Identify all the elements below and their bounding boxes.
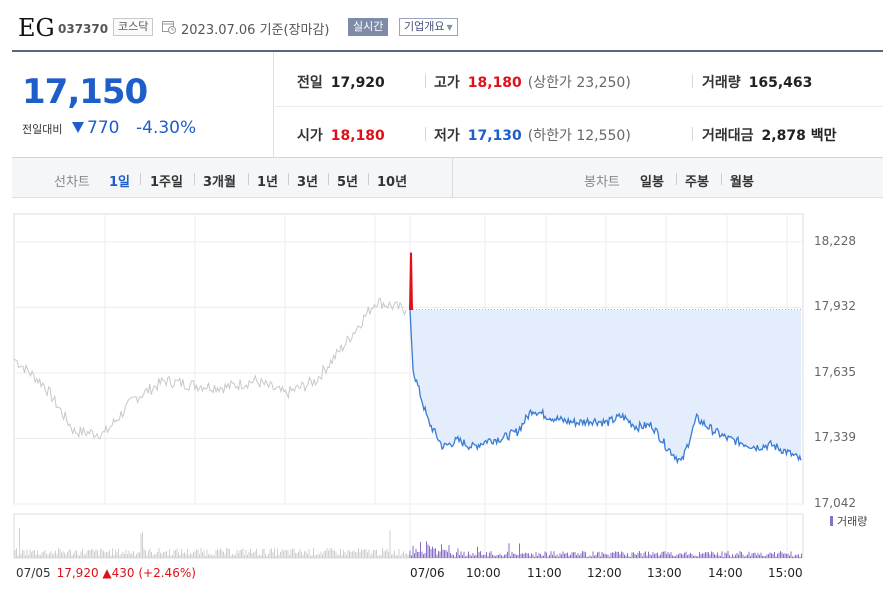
prev-close-cell: 전일 17,920 [297, 72, 385, 92]
lower-limit: (하한가 12,550) [527, 128, 631, 144]
volume-frame [13, 513, 804, 559]
stock-name: EG [18, 14, 55, 42]
divider [288, 173, 289, 185]
line-chart-label: 선차트 [54, 175, 90, 190]
divider [140, 173, 141, 185]
divider [721, 173, 722, 185]
period-monthly-candle-button[interactable]: 월봉 [730, 175, 754, 190]
realtime-button[interactable]: 실시간 [348, 18, 389, 36]
volume-legend-label: 거래량 [837, 515, 868, 528]
period-weekly-candle-button[interactable]: 주봉 [685, 175, 709, 190]
caret-down-icon: ▼ [446, 23, 453, 32]
x-tick-label: 12:00 [587, 566, 622, 580]
x-tick-label: 11:00 [527, 566, 562, 580]
open-value: 18,180 [330, 128, 385, 144]
low-cell: 저가 17,130 (하한가 12,550) [434, 125, 631, 145]
market-badge: 코스닥 [113, 18, 154, 36]
amount-label: 거래대금 [702, 128, 754, 144]
period-1d-button[interactable]: 1일 [109, 175, 131, 190]
volume-cell: 거래량 165,463 [702, 72, 812, 92]
volume-swatch [830, 516, 833, 526]
divider [425, 127, 426, 141]
chart-toolbar: 선차트 1일 1주일 3개월 1년 3년 5년 10년 봉차트 일봉 주봉 월봉 [12, 158, 883, 198]
current-price-panel: 17,150 전일대비 770 -4.30% [12, 52, 274, 157]
prev-close-label: 전일 [297, 75, 323, 91]
divider [676, 173, 677, 185]
change-percent: -4.30% [136, 118, 197, 138]
divider [425, 74, 426, 88]
x-tick-label: 14:00 [708, 566, 743, 580]
open-cell: 시가 18,180 [297, 125, 385, 145]
quote-date: 2023.07.06 기준(장마감) [181, 23, 330, 38]
prev-day-change: ▲430 (+2.46%) [102, 566, 196, 580]
amount-cell: 거래대금 2,878 백만 [702, 125, 836, 145]
today-fill-area [410, 310, 801, 463]
upper-limit: (상한가 23,250) [527, 75, 631, 91]
x-tick-label: 07/06 [410, 566, 445, 580]
prev-day-summary: 07/05 17,920 ▲430 (+2.46%) [16, 566, 196, 580]
period-3y-button[interactable]: 3년 [297, 175, 319, 190]
company-overview-label: 기업개요 [404, 20, 445, 33]
x-tick-label: 15:00 [768, 566, 803, 580]
period-10y-button[interactable]: 10년 [377, 175, 408, 190]
divider [368, 173, 369, 185]
prev-day-price-line [13, 297, 407, 440]
change-value: 770 [87, 118, 120, 138]
period-3m-button[interactable]: 3개월 [203, 175, 236, 190]
row-divider [275, 106, 883, 107]
period-5y-button[interactable]: 5년 [337, 175, 359, 190]
open-label: 시가 [297, 128, 323, 144]
change-label: 전일대비 [22, 123, 63, 136]
high-cell: 고가 18,180 (상한가 23,250) [434, 72, 631, 92]
divider [194, 173, 195, 185]
y-tick-label: 17,635 [814, 365, 856, 379]
divider [248, 173, 249, 185]
period-1w-button[interactable]: 1주일 [150, 175, 183, 190]
period-daily-candle-button[interactable]: 일봉 [640, 175, 664, 190]
prev-day-close: 17,920 [56, 566, 99, 580]
price-chart[interactable]: 18,228 17,932 17,635 17,339 17,042 07/06 10:0… [0, 198, 883, 599]
today-price-line [409, 310, 802, 465]
low-value: 17,130 [467, 128, 522, 144]
y-tick-label: 17,932 [814, 299, 856, 314]
y-tick-label: 18,228 [814, 234, 856, 248]
stock-code: 037370 [58, 22, 109, 36]
quote-summary: 17,150 전일대비 770 -4.30% 전일 17,920 고가 18,180… [12, 50, 883, 158]
today-up-spike [409, 252, 413, 311]
volume-label: 거래량 [702, 75, 741, 91]
prev-day-date: 07/05 [16, 566, 51, 580]
current-price: 17,150 [22, 72, 148, 112]
stock-header: EG 037370 코스닥 2023.07.06 기준(장마감) 실시간 기업개… [0, 0, 883, 50]
prev-close-value: 17,920 [330, 75, 385, 91]
volume-legend: 거래량 [830, 513, 867, 529]
volume-value: 165,463 [748, 75, 813, 91]
company-overview-dropdown[interactable]: 기업개요 ▼ [399, 18, 458, 36]
candle-chart-label: 봉차트 [584, 175, 620, 190]
toolbar-divider [452, 158, 453, 198]
divider [692, 127, 693, 141]
high-label: 고가 [434, 75, 460, 91]
high-value: 18,180 [467, 75, 522, 91]
y-tick-label: 17,339 [814, 430, 856, 445]
divider [692, 74, 693, 88]
x-tick-label: 10:00 [466, 566, 501, 580]
divider [328, 173, 329, 185]
period-1y-button[interactable]: 1년 [257, 175, 279, 190]
down-triangle-icon [72, 122, 84, 133]
price-chart-svg[interactable] [0, 198, 883, 599]
y-tick-label: 17,042 [814, 496, 856, 510]
amount-value: 2,878 백만 [761, 128, 837, 144]
calendar-clock-icon [162, 21, 176, 34]
x-tick-label: 13:00 [647, 566, 682, 580]
low-label: 저가 [434, 128, 460, 144]
